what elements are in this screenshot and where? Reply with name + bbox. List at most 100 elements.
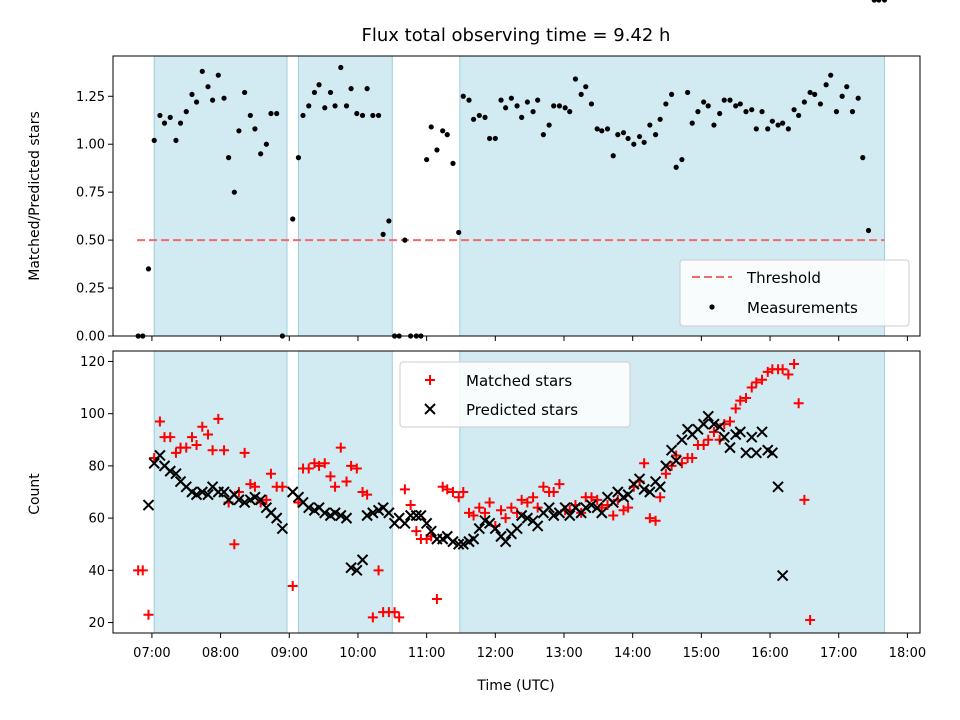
measurement-point [247, 112, 253, 119]
matched-star-point [724, 416, 735, 427]
legend-box [679, 259, 910, 327]
measurement-point [311, 89, 318, 96]
measurement-point [610, 153, 616, 159]
matched-star-point [698, 440, 709, 450]
matched-star-point [746, 382, 757, 393]
measurement-point [327, 89, 334, 96]
matched-star-point [346, 460, 357, 471]
predicted-star-point [457, 538, 469, 550]
measurement-point [519, 114, 525, 120]
matched-star-point [655, 492, 666, 503]
matched-star-point [394, 612, 405, 623]
y-axis-label-ratio: Matched/Predicted stars [27, 111, 43, 281]
measurement-point [625, 135, 631, 142]
matched-star-point [219, 445, 230, 456]
measurement-point [871, 0, 877, 3]
measurement-point [881, 0, 888, 3]
measurement-point [562, 105, 568, 111]
measurement-point [551, 103, 557, 109]
predicted-star-point [660, 460, 672, 472]
matched-star-point [362, 489, 373, 500]
legend-measurements-swatch [709, 304, 715, 310]
predicted-star-point [676, 434, 688, 446]
measurement-point [157, 112, 163, 119]
predicted-star-point [218, 486, 230, 498]
matched-star-point [287, 581, 298, 591]
matched-star-point [330, 481, 341, 492]
measurement-point [460, 93, 466, 99]
predicted-star-point [718, 431, 730, 443]
predicted-star-point [452, 538, 465, 550]
predicted-star-point [164, 465, 176, 477]
measurement-point [636, 133, 643, 140]
predicted-star-point [196, 486, 208, 498]
matched-star-point [458, 487, 469, 497]
measurement-point [844, 84, 850, 90]
matched-star-point [735, 395, 746, 406]
measurement-point [860, 155, 866, 161]
measurement-point [183, 109, 189, 115]
measurement-point [759, 109, 765, 115]
measurement-point [332, 103, 338, 109]
predicted-star-point [543, 501, 555, 514]
predicted-star-point [447, 535, 459, 548]
predicted-star-point [425, 525, 437, 537]
matched-star-point [516, 494, 527, 505]
x-tick-label: 12:00 [477, 646, 514, 661]
matched-star-point [703, 434, 714, 445]
x-tick-label: 16:00 [751, 646, 788, 661]
measurement-point [647, 122, 653, 128]
measurement-point [492, 135, 498, 142]
observing-window [297, 350, 393, 634]
predicted-star-point [383, 507, 395, 519]
matched-star-point [341, 476, 352, 487]
legend-box [399, 361, 631, 428]
measurement-point [268, 110, 274, 117]
observing-window [459, 350, 886, 634]
matched-star-point [522, 497, 533, 508]
measurement-point [556, 103, 563, 109]
measurement-point [173, 137, 179, 143]
measurement-point [833, 109, 840, 115]
measurement-point [807, 89, 813, 96]
measurement-point [514, 103, 520, 109]
x-tick-label: 10:00 [339, 646, 376, 661]
measurement-point [578, 91, 584, 97]
measurement-point [567, 109, 573, 115]
predicted-star-point [410, 509, 423, 522]
predicted-star-point [708, 418, 720, 430]
predicted-star-point [746, 431, 758, 443]
matched-star-point [660, 468, 671, 479]
predicted-star-point [585, 499, 598, 511]
x-tick-label: 15:00 [683, 646, 720, 661]
predicted-star-point [276, 522, 289, 535]
measurement-point [604, 126, 611, 132]
matched-star-point [751, 377, 762, 388]
measurement-point [161, 120, 168, 126]
matched-star-point [484, 497, 495, 508]
matched-star-point [793, 398, 804, 409]
matched-star-point [186, 432, 197, 443]
x-tick-label: 17:00 [820, 646, 857, 661]
predicted-star-point [202, 488, 214, 501]
predicted-star-point [756, 426, 768, 438]
y-tick-label: 60 [88, 512, 105, 527]
measurement-point [743, 109, 749, 115]
measurement-point [444, 132, 450, 138]
measurement-point [796, 112, 802, 119]
x-tick-label: 08:00 [202, 646, 239, 661]
matched-star-point [249, 481, 260, 492]
measurement-point [765, 126, 771, 132]
predicted-star-point [467, 533, 480, 545]
measurement-point [221, 95, 227, 101]
predicted-star-point [340, 512, 353, 524]
predicted-star-point [654, 481, 666, 493]
observing-window [153, 350, 288, 634]
matched-star-point [608, 510, 619, 521]
observing-window [297, 55, 393, 337]
measurement-point [402, 237, 408, 243]
matched-star-point [170, 447, 181, 458]
measurement-point [252, 126, 258, 132]
y-tick-label: 20 [88, 616, 105, 631]
measurement-point [769, 118, 775, 124]
